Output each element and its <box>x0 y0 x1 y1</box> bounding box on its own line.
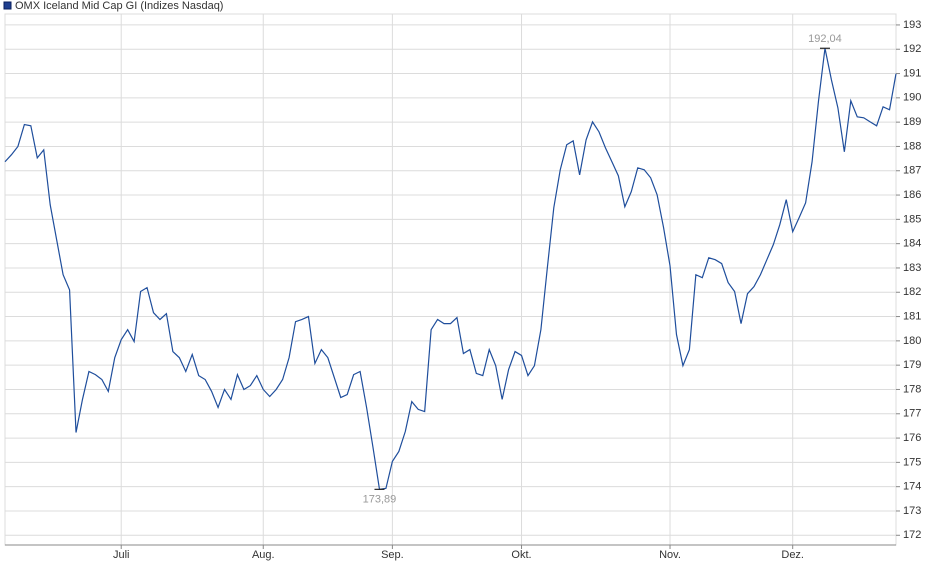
y-tick-label: 173 <box>903 505 921 517</box>
y-tick-label: 187 <box>903 165 921 177</box>
y-tick-label: 176 <box>903 432 921 444</box>
y-tick-label: 184 <box>903 238 921 250</box>
y-tick-label: 190 <box>903 92 921 104</box>
extreme-label: 173,89 <box>363 493 397 505</box>
y-tick-label: 177 <box>903 408 921 420</box>
y-tick-label: 181 <box>903 310 921 322</box>
y-tick-label: 186 <box>903 189 921 201</box>
y-tick-label: 191 <box>903 67 921 79</box>
y-tick-label: 180 <box>903 335 921 347</box>
legend-label: OMX Iceland Mid Cap GI (Indizes Nasdaq) <box>15 0 223 12</box>
y-tick-label: 182 <box>903 286 921 298</box>
x-tick-label: Nov. <box>659 549 681 561</box>
x-tick-label: Sep. <box>381 549 404 561</box>
x-tick-label: Okt. <box>511 549 531 561</box>
plot-area <box>4 13 897 546</box>
legend-swatch <box>3 1 12 10</box>
y-tick-label: 188 <box>903 140 921 152</box>
y-tick-label: 192 <box>903 43 921 55</box>
y-tick-label: 174 <box>903 481 921 493</box>
y-tick-label: 172 <box>903 529 921 541</box>
y-tick-label: 178 <box>903 383 921 395</box>
y-tick-label: 193 <box>903 19 921 31</box>
y-tick-label: 183 <box>903 262 921 274</box>
y-tick-label: 175 <box>903 456 921 468</box>
x-tick-label: Aug. <box>252 549 275 561</box>
y-tick-label: 179 <box>903 359 921 371</box>
x-tick-label: Dez. <box>781 549 804 561</box>
x-tick-label: Juli <box>113 549 130 561</box>
line-series <box>4 48 897 491</box>
y-tick-label: 189 <box>903 116 921 128</box>
y-tick-label: 185 <box>903 213 921 225</box>
extreme-label: 192,04 <box>808 33 842 45</box>
